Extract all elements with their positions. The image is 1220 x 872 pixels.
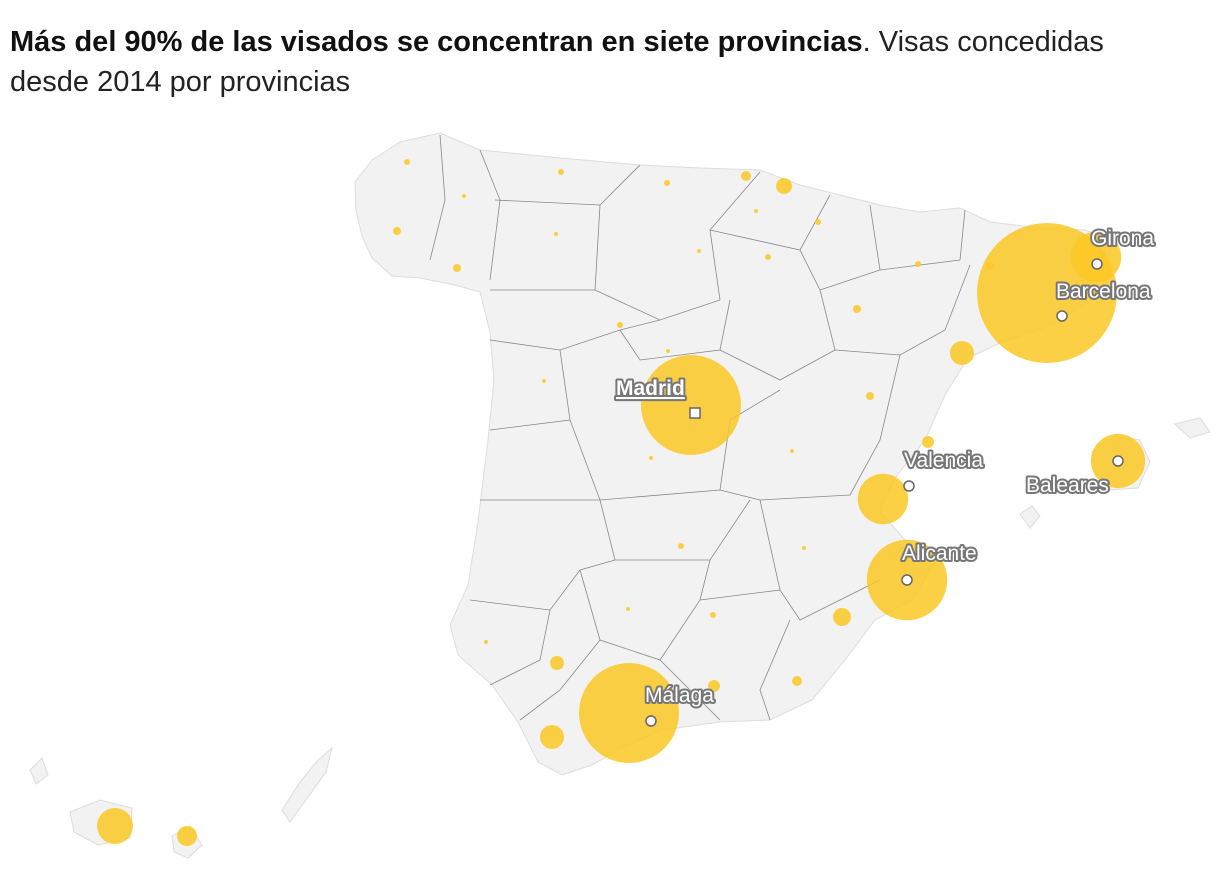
bubble-province (393, 227, 401, 235)
city-labels: Madrid Barcelona Girona Valencia Alicant… (614, 225, 1156, 709)
city-dot-girona (1091, 258, 1103, 270)
bubble-province (540, 725, 564, 749)
bubble-province (792, 676, 802, 686)
bubble-province (554, 232, 558, 236)
bubble-province (558, 169, 564, 175)
label-girona: Girona (1091, 227, 1154, 250)
bubble-province (708, 680, 720, 692)
bubble-province (815, 219, 821, 225)
bubble-province (754, 209, 758, 213)
label-alicante: Alicante (902, 542, 977, 565)
bubble-province (664, 180, 670, 186)
bubble-malaga (579, 663, 679, 763)
canary-1 (29, 757, 49, 785)
bubble-province (697, 249, 701, 253)
bubble-province (866, 392, 874, 400)
capital-marker-madrid (689, 407, 701, 419)
bubble-province (626, 607, 630, 611)
bubble-province (649, 456, 653, 460)
bubble-province (484, 640, 488, 644)
title-bold: Más del 90% de las visados se concentran… (10, 26, 863, 58)
bubble-province (802, 546, 806, 550)
label-madrid: Madrid (616, 377, 685, 400)
bubble-province (617, 322, 623, 328)
title-subtitle: . Visas concedidas desde 2014 por provin… (10, 26, 1104, 98)
bubble-province (177, 826, 197, 846)
peninsula (354, 132, 1113, 776)
bubble-province (741, 171, 751, 181)
bubble-madrid (641, 355, 741, 455)
bubble-girona (1070, 231, 1122, 283)
bubble-province (950, 341, 974, 365)
bubble-province (542, 379, 546, 383)
label-baleares: Baleares (1026, 474, 1109, 497)
bubble-province (462, 194, 466, 198)
bubble-province (97, 808, 133, 844)
canary-4 (281, 746, 333, 823)
bubble-province (915, 261, 921, 267)
bubble-province (550, 656, 564, 670)
ibiza (1019, 505, 1041, 529)
city-markers (645, 258, 1124, 727)
bubble-province (404, 159, 410, 165)
label-malaga: Málaga (645, 684, 714, 707)
label-barcelona: Barcelona (1056, 280, 1151, 303)
bubble-valencia (857, 473, 909, 525)
city-dot-alicante (901, 574, 913, 586)
bubble-province (453, 264, 461, 272)
bubble-province (678, 543, 684, 549)
bubble-province (710, 612, 716, 618)
city-dot-barcelona (1056, 310, 1068, 322)
province-borders (429, 134, 971, 721)
bubble-province (790, 449, 794, 453)
city-dot-valencia (903, 480, 915, 492)
bubble-province (765, 254, 771, 260)
bubble-province (853, 305, 861, 313)
chart-title: Más del 90% de las visados se concentran… (10, 22, 1110, 102)
city-dot-baleares (1112, 455, 1124, 467)
bubble-province (922, 436, 934, 448)
city-dot-malaga (645, 715, 657, 727)
label-valencia: Valencia (904, 449, 983, 472)
bubble-province (666, 349, 670, 353)
menorca (1173, 417, 1211, 439)
bubble-province (776, 178, 792, 194)
bubble-province (833, 608, 851, 626)
